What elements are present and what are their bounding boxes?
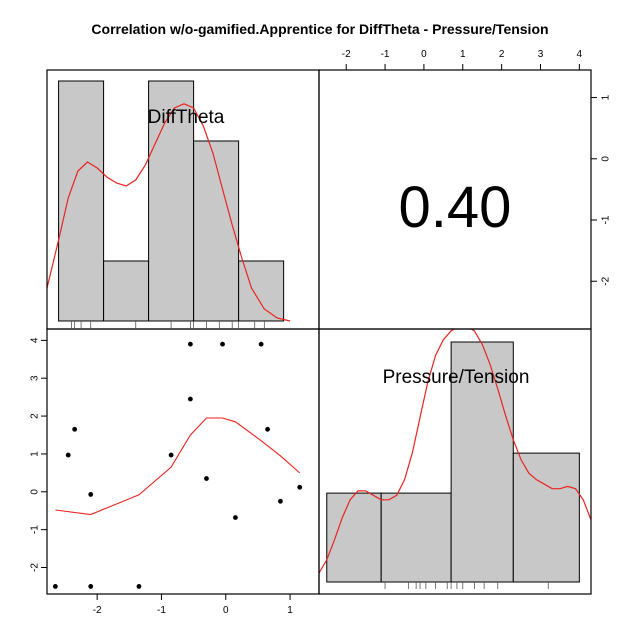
histogram-bar-pressure-1	[380, 492, 452, 583]
panel-scatter	[52, 341, 303, 589]
scatter-point-0	[187, 341, 193, 347]
y-tick-label-left: 4	[30, 337, 41, 343]
x-tick-label-top: 4	[577, 49, 583, 60]
variable-label-difftheta: DiffTheta	[148, 107, 225, 128]
y-tick-label-right: -2	[601, 276, 612, 285]
x-tick-label-bottom: 0	[223, 605, 229, 616]
scatter-point-8	[204, 476, 209, 481]
panel-correlation: 0.40	[399, 175, 512, 240]
x-tick-label-top: 3	[538, 49, 544, 60]
y-tick-label-right: 0	[601, 156, 612, 162]
x-tick-label-bottom: 1	[287, 605, 293, 616]
panel-frame-bl	[46, 328, 320, 595]
scatter-point-15	[136, 584, 142, 589]
correlation-value: 0.40	[399, 175, 512, 240]
scatter-point-6	[65, 452, 71, 458]
panel-pressure-histogram: Pressure/Tension	[319, 329, 591, 589]
y-tick-label-right: -1	[601, 215, 612, 224]
scatter-point-12	[233, 515, 238, 520]
scatter-point-4	[72, 426, 78, 432]
x-tick-label-top: -1	[381, 49, 390, 60]
chart-title: Correlation w/o-gamified.Apprentice for …	[91, 21, 548, 37]
x-tick-label-bottom: -2	[93, 605, 102, 616]
scatter-point-2	[258, 341, 264, 347]
histogram-bar-difftheta-2	[148, 80, 195, 322]
x-tick-label-top: 0	[421, 49, 427, 60]
histogram-bar-pressure-3	[512, 452, 580, 583]
axes: -2 -1 0 1 -2 -1 0 1 2 3 4 -2 -1 0 1 2 3 4 -2 -1 0 1	[30, 49, 612, 616]
x-tick-label-top: -2	[342, 49, 351, 60]
scatter-point-10	[88, 492, 94, 497]
scatter-point-9	[297, 484, 303, 490]
histogram-bar-difftheta-0	[58, 80, 105, 322]
scatter-point-5	[265, 426, 270, 432]
y-tick-label-left: -1	[30, 525, 41, 534]
density-curve-pressure	[319, 329, 591, 574]
y-tick-label-right: 1	[601, 94, 612, 100]
panel-difftheta-histogram: DiffTheta	[47, 80, 291, 328]
y-tick-label-left: 0	[30, 489, 41, 495]
x-tick-label-top: 1	[460, 49, 466, 60]
y-tick-label-left: 2	[30, 413, 41, 419]
scatter-point-1	[220, 341, 225, 347]
scatter-point-11	[278, 498, 283, 504]
y-tick-label-left: 3	[30, 375, 41, 381]
scatter-point-3	[187, 396, 193, 402]
y-tick-label-left: -2	[30, 563, 41, 572]
scatter-point-13	[52, 584, 58, 589]
x-tick-label-bottom: -1	[157, 605, 166, 616]
scatter-point-7	[168, 452, 174, 458]
x-tick-label-top: 2	[499, 49, 505, 60]
density-curve-difftheta	[47, 103, 291, 322]
histogram-bar-difftheta-1	[103, 260, 150, 322]
scatter-point-14	[88, 584, 94, 589]
histogram-bar-pressure-2	[450, 341, 514, 583]
y-tick-label-left: 1	[30, 451, 41, 457]
histogram-bar-difftheta-3	[193, 140, 240, 322]
panel-frame-br	[318, 328, 592, 595]
variable-label-pressure: Pressure/Tension	[383, 367, 530, 388]
smooth-line-scatter	[55, 417, 301, 516]
